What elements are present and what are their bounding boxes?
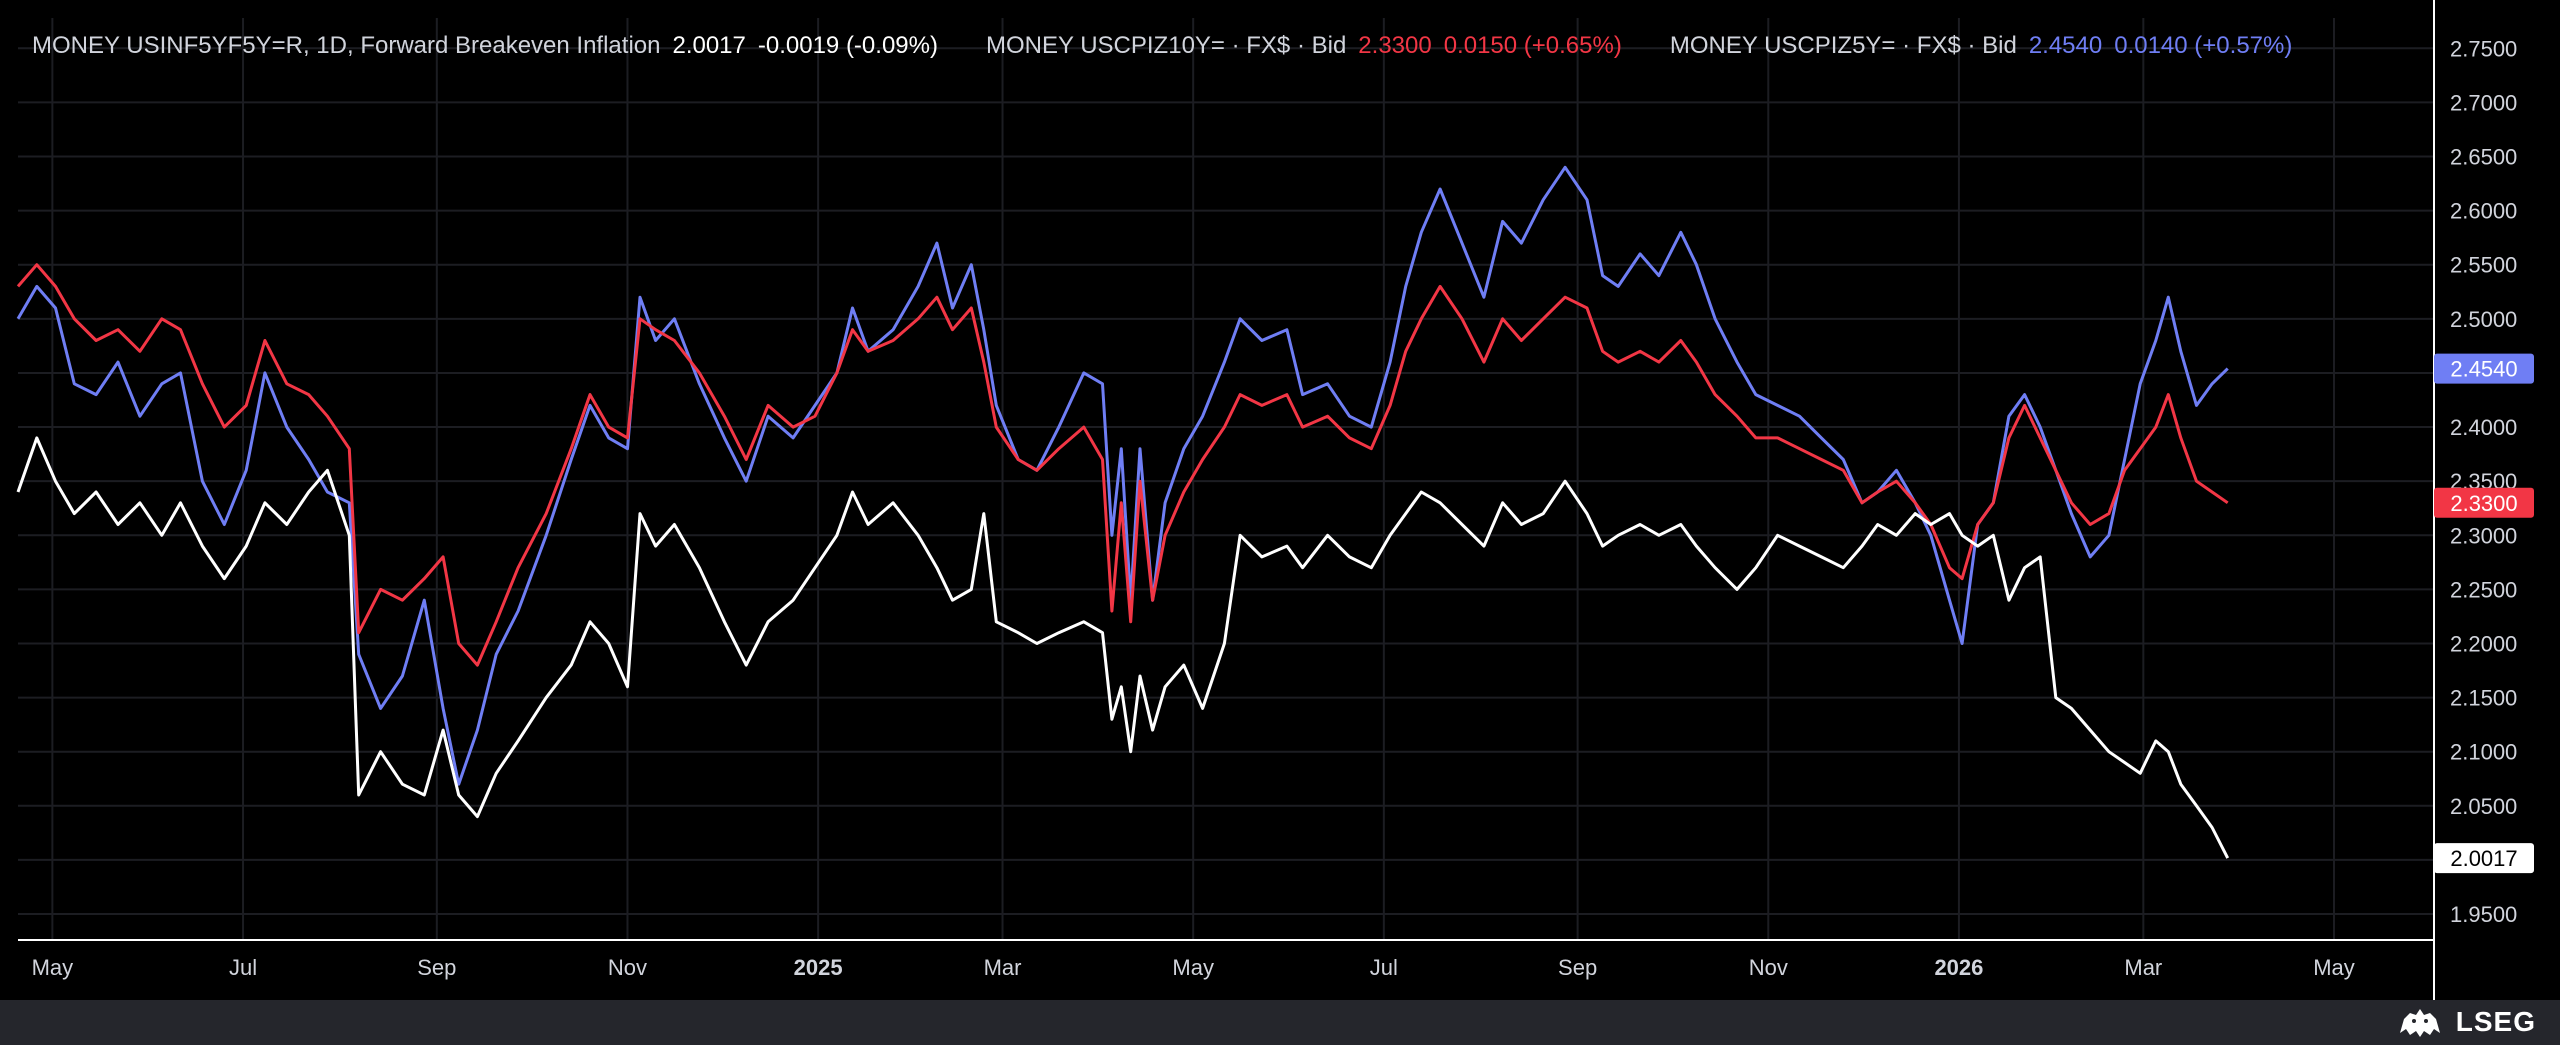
legend-title: MONEY USINF5YF5Y=R, 1D, Forward Breakeve…	[32, 32, 661, 59]
x-tick-label: May	[32, 955, 74, 980]
legend-value: 2.0017	[672, 32, 746, 59]
x-tick-label: Nov	[1749, 955, 1788, 980]
y-tick-label: 2.1500	[2450, 686, 2517, 711]
series-line[interactable]	[16, 436, 2230, 859]
legend-title: MONEY USCPIZ10Y= · FX$ · Bid	[985, 32, 1347, 59]
chart-legend: MONEY USINF5YF5Y=R, 1D, Forward Breakeve…	[32, 30, 2340, 62]
x-tick-label: Mar	[2124, 955, 2162, 980]
x-tick-label: 2025	[794, 955, 843, 980]
y-tick-label: 2.7500	[2450, 36, 2517, 61]
lion-logo-icon	[2399, 1009, 2440, 1037]
series-line[interactable]	[16, 263, 2229, 667]
legend-change: -0.0019 (-0.09%)	[757, 32, 938, 59]
chart-panel	[0, 0, 2560, 1000]
legend-item-uscpiz5y[interactable]: MONEY USCPIZ5Y= · FX$ · Bid 2.4540 0.014…	[1670, 32, 2305, 60]
y-tick-label: 2.6500	[2450, 145, 2517, 170]
x-tick-label: Sep	[1558, 955, 1597, 980]
x-tick-label: Nov	[608, 955, 647, 980]
y-tick-label: 2.2500	[2450, 577, 2517, 602]
y-tick-label: 2.2000	[2450, 631, 2517, 656]
x-tick-label: Sep	[417, 955, 456, 980]
y-tick-label: 2.5500	[2450, 253, 2517, 278]
brand-logo: LSEG	[2394, 1004, 2536, 1040]
x-tick-label: May	[2313, 955, 2355, 980]
legend-value: 2.3300	[1358, 32, 1432, 59]
y-tick-label: 1.9500	[2450, 902, 2517, 927]
last-value-badge	[2434, 487, 2534, 518]
x-tick-label: 2026	[1934, 955, 1983, 980]
y-tick-label: 2.3000	[2450, 523, 2517, 548]
footer-bar	[0, 1000, 2560, 1045]
x-tick-label: May	[1172, 955, 1214, 980]
legend-item-usinf5yf5y[interactable]: MONEY USINF5YF5Y=R, 1D, Forward Breakeve…	[32, 32, 950, 60]
last-value-badge	[2434, 843, 2534, 874]
x-tick-label: Mar	[984, 955, 1022, 980]
last-value-label: 2.3300	[2450, 491, 2517, 516]
legend-value: 2.4540	[2028, 32, 2103, 59]
y-tick-label: 2.6000	[2450, 199, 2517, 224]
last-value-label: 2.0017	[2450, 846, 2517, 871]
last-value-label: 2.4540	[2450, 357, 2517, 382]
y-tick-label: 2.0500	[2450, 794, 2517, 819]
chart-canvas[interactable]: May Jul Sep Nov 2025 Mar May Jul Sep Nov 2026 Mar Ma…	[0, 0, 2560, 1000]
y-tick-label: 2.7000	[2450, 90, 2517, 115]
last-value-badge	[2434, 353, 2534, 384]
y-tick-label: 2.1000	[2450, 740, 2517, 765]
legend-title: MONEY USCPIZ5Y= · FX$ · Bid	[1669, 32, 2017, 59]
brand-name: LSEG	[2455, 1006, 2536, 1037]
x-tick-label: Jul	[229, 955, 257, 980]
y-tick-label: 2.4000	[2450, 415, 2517, 440]
x-tick-label: Jul	[1370, 955, 1398, 980]
y-tick-label: 2.5000	[2450, 307, 2517, 332]
legend-change: 0.0150 (+0.65%)	[1443, 32, 1622, 59]
legend-change: 0.0140 (+0.57%)	[2114, 32, 2293, 59]
legend-item-uscpiz10y[interactable]: MONEY USCPIZ10Y= · FX$ · Bid 2.3300 0.01…	[986, 32, 1634, 60]
